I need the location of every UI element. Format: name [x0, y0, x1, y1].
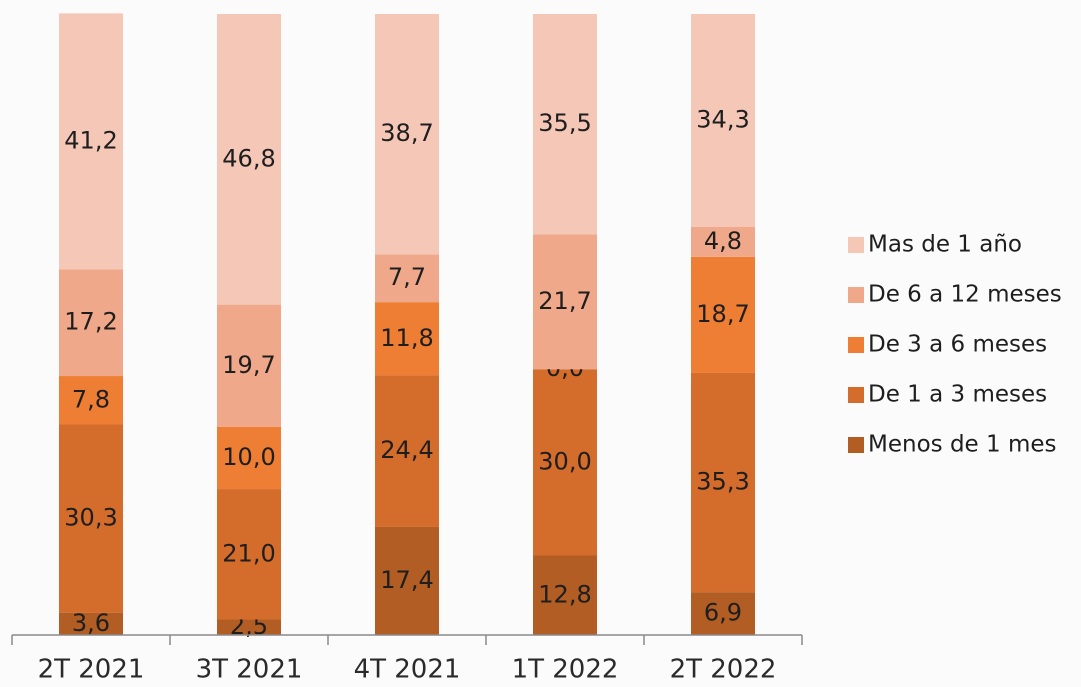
value-label: 18,7: [696, 300, 749, 328]
value-label: 17,2: [64, 308, 117, 336]
x-tick-label: 2T 2022: [670, 655, 777, 685]
value-label: 10,0: [222, 443, 275, 471]
value-label: 24,4: [380, 436, 433, 464]
value-label: 46,8: [222, 144, 275, 172]
value-label: 19,7: [222, 351, 275, 379]
legend-label: De 3 a 6 meses: [868, 332, 1047, 358]
value-label: 12,8: [538, 580, 591, 608]
legend-swatch: [848, 437, 864, 453]
value-label: 7,7: [388, 263, 426, 291]
x-tick-label: 4T 2021: [354, 655, 461, 685]
legend-swatch: [848, 237, 864, 253]
value-label: 30,0: [538, 447, 591, 475]
chart: 3,630,37,817,241,22T 20212,521,010,019,7…: [0, 0, 1081, 687]
value-label: 6,9: [704, 599, 742, 627]
value-label: 35,5: [538, 109, 591, 137]
legend-label: De 6 a 12 meses: [868, 282, 1062, 308]
legend-swatch: [848, 337, 864, 353]
value-label: 11,8: [380, 324, 433, 352]
value-label: 35,3: [696, 468, 749, 496]
legend-label: De 1 a 3 meses: [868, 382, 1047, 408]
value-label: 3,6: [72, 609, 110, 637]
legend-label: Menos de 1 mes: [868, 432, 1056, 458]
value-label: 34,3: [696, 106, 749, 134]
value-label: 38,7: [380, 119, 433, 147]
value-label: 30,3: [64, 504, 117, 532]
value-label: 17,4: [380, 566, 433, 594]
value-label: 4,8: [704, 227, 742, 255]
legend-swatch: [848, 387, 864, 403]
value-label: 21,0: [222, 539, 275, 567]
x-tick-label: 3T 2021: [196, 655, 303, 685]
x-tick-label: 1T 2022: [512, 655, 619, 685]
value-label: 7,8: [72, 385, 110, 413]
value-label: 41,2: [64, 126, 117, 154]
legend-swatch: [848, 287, 864, 303]
x-tick-label: 2T 2021: [38, 655, 145, 685]
value-label: 21,7: [538, 287, 591, 315]
legend-label: Mas de 1 año: [868, 232, 1022, 258]
